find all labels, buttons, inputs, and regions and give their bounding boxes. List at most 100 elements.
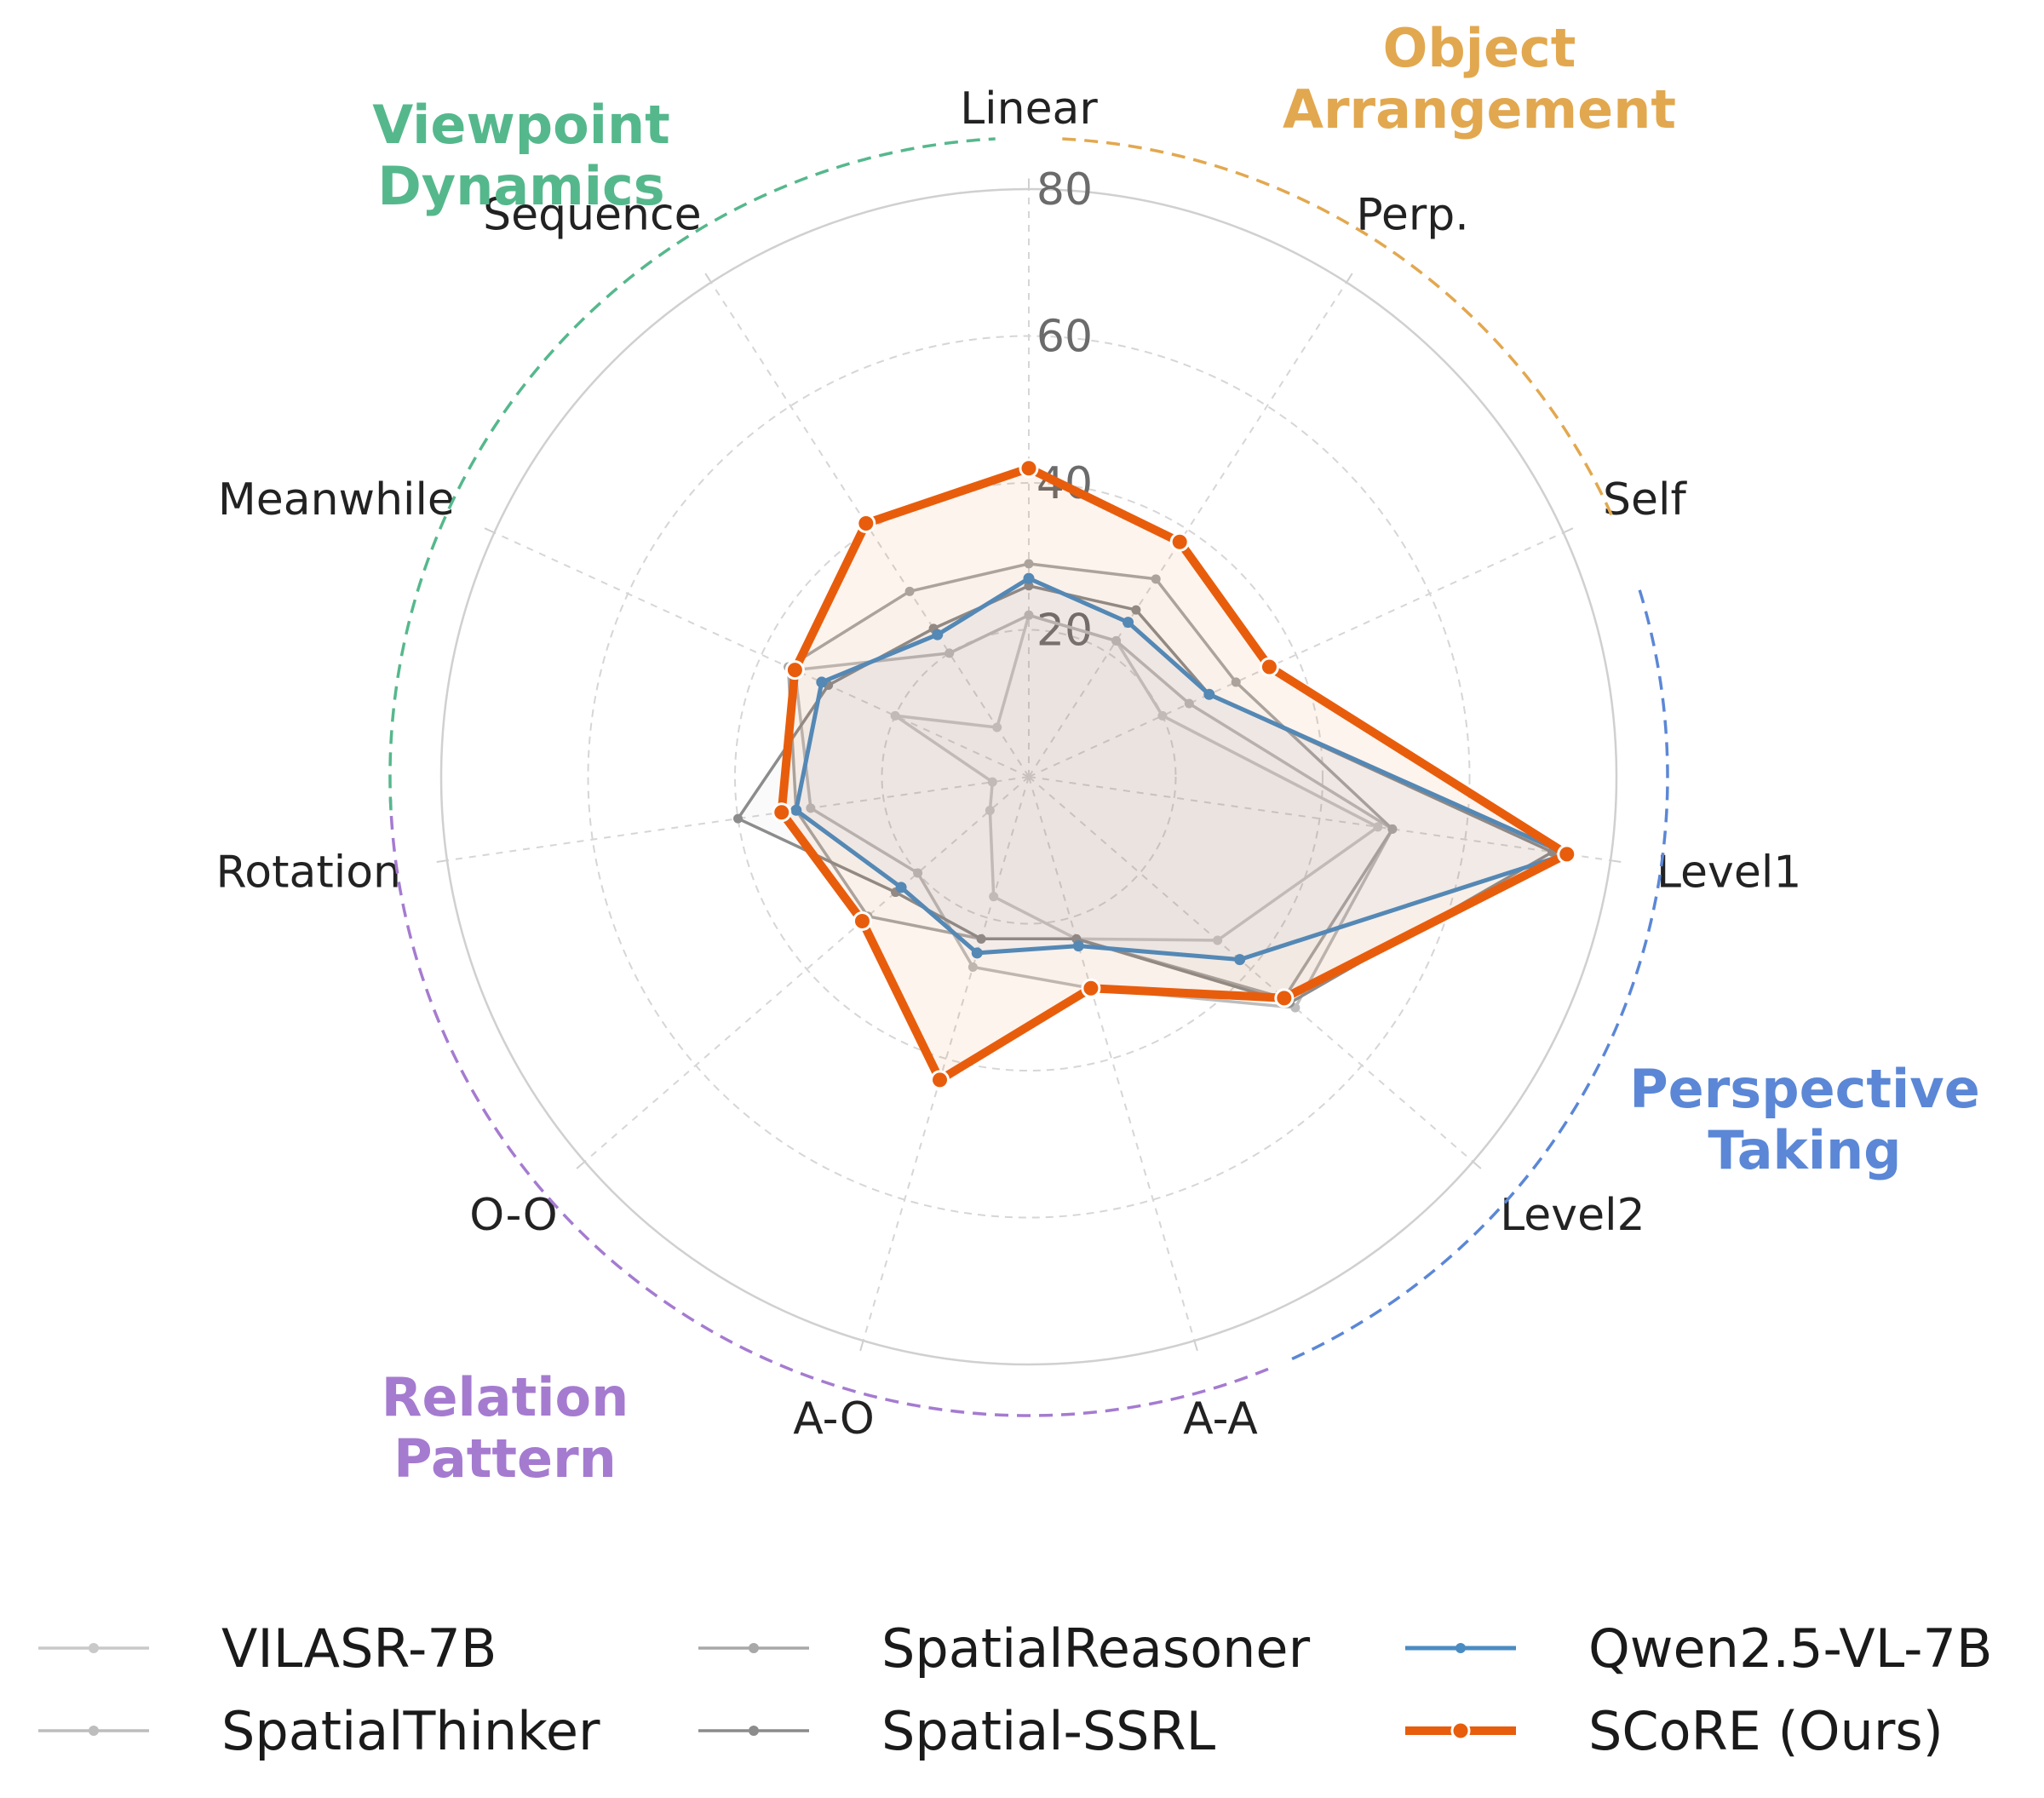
grid — [436, 178, 1622, 1366]
spoke-tick — [576, 1161, 586, 1169]
data-point — [1231, 677, 1241, 687]
spoke-tick — [859, 1340, 864, 1352]
data-point — [989, 892, 999, 902]
legend-label: VILASR-7B — [221, 1617, 497, 1680]
legend-label: SCoRE (Ours) — [1588, 1700, 1944, 1762]
spoke-line — [446, 776, 1030, 862]
axis-label: Rotation — [216, 847, 401, 899]
data-point — [992, 722, 1002, 732]
series-line — [736, 584, 1554, 1005]
series-0 — [890, 610, 1383, 945]
radial-tick-label: 60 — [1036, 312, 1093, 363]
legend-item: Qwen2.5-VL-7B — [1405, 1617, 1993, 1680]
grid-ring — [734, 482, 1323, 1071]
data-point — [1203, 688, 1215, 700]
data-point — [932, 629, 944, 641]
data-point — [856, 514, 876, 534]
spoke-line — [862, 776, 1030, 1341]
series-5 — [772, 458, 1577, 1090]
group-label: Object — [1383, 17, 1576, 79]
group-label: Arrangement — [1283, 78, 1676, 141]
data-point — [987, 777, 997, 787]
spoke-tick — [704, 273, 712, 284]
data-point — [971, 947, 983, 959]
spoke-line — [1028, 776, 1474, 1163]
data-point — [1072, 940, 1084, 952]
data-point — [1274, 988, 1295, 1008]
data-point — [852, 910, 872, 931]
axis-label: Perp. — [1356, 190, 1468, 241]
data-point — [1157, 710, 1168, 721]
data-point — [967, 962, 978, 972]
data-point — [1387, 824, 1398, 834]
data-point — [1023, 572, 1035, 584]
legend: VILASR-7B SpatialReasoner Qwen2.5-VL-7B Spa… — [38, 1617, 1993, 1762]
data-point — [1373, 822, 1383, 832]
axis-label: Sequence — [483, 190, 702, 241]
legend-swatch-marker — [1455, 1643, 1466, 1653]
group-label: Dynamics — [377, 155, 664, 217]
legend-swatch-marker — [749, 1726, 759, 1736]
spoke-line — [1028, 531, 1565, 778]
legend-item: SCoRE (Ours) — [1405, 1700, 1944, 1762]
legend-label: SpatialReasoner — [881, 1617, 1311, 1680]
group-arc — [388, 137, 996, 811]
legend-label: Qwen2.5-VL-7B — [1588, 1617, 1993, 1680]
legend-label: Spatial-SSRL — [881, 1700, 1216, 1762]
data-point — [772, 802, 792, 823]
data-point — [784, 660, 805, 681]
group-label: Taking — [1708, 1119, 1901, 1181]
series-fill — [895, 615, 1378, 940]
data-point — [976, 933, 986, 944]
group-label: Viewpoint — [372, 94, 669, 156]
series-line — [794, 576, 1570, 962]
spoke-line — [710, 281, 1030, 778]
axis-label: O-O — [469, 1190, 558, 1241]
data-point — [1131, 605, 1141, 615]
data-point — [733, 813, 744, 824]
series-3 — [733, 581, 1558, 1008]
data-point — [904, 586, 915, 596]
spoke-line — [1028, 776, 1611, 862]
data-point — [1169, 531, 1190, 552]
data-point — [1122, 617, 1134, 629]
data-point — [1213, 935, 1223, 945]
series-fill — [788, 563, 1392, 998]
data-point — [790, 804, 802, 816]
data-point — [1024, 610, 1034, 620]
group-arc — [1062, 137, 1614, 518]
series-layer — [733, 458, 1577, 1090]
legend-item: SpatialReasoner — [698, 1617, 1311, 1680]
spoke-tick — [436, 859, 448, 863]
series-fill — [738, 585, 1553, 1003]
group-label: Perspective — [1629, 1058, 1980, 1120]
series-line — [793, 613, 1394, 1009]
spoke-tick — [1193, 1340, 1198, 1352]
axis-label: Level2 — [1500, 1190, 1645, 1241]
spoke-line — [1028, 776, 1196, 1341]
spoke-tick — [1610, 859, 1622, 863]
data-point — [890, 710, 900, 721]
spoke-line — [1028, 281, 1347, 778]
legend-item: Spatial-SSRL — [698, 1700, 1216, 1762]
grid-ring — [881, 629, 1177, 925]
data-point — [985, 806, 995, 816]
spoke-tick — [1472, 1161, 1482, 1169]
legend-swatch-marker — [1450, 1720, 1471, 1741]
group-arc — [1288, 589, 1669, 1362]
group-label: Relation — [382, 1366, 629, 1428]
data-point — [1111, 635, 1122, 646]
axis-label: Linear — [960, 83, 1098, 135]
data-point — [1259, 657, 1279, 677]
axis-label: A-O — [793, 1393, 875, 1445]
data-point — [895, 882, 907, 893]
spoke-tick — [484, 527, 495, 534]
spoke-tick — [1563, 527, 1574, 534]
series-fill — [795, 615, 1392, 1008]
data-point — [806, 803, 816, 813]
data-point — [1019, 458, 1039, 479]
series-1 — [789, 610, 1398, 1013]
